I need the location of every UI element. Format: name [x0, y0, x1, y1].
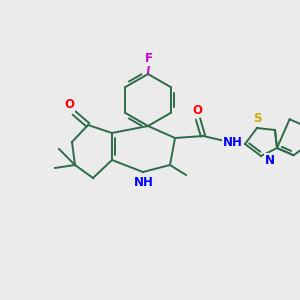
- Text: O: O: [192, 103, 202, 116]
- Text: NH: NH: [223, 136, 243, 149]
- Text: O: O: [64, 98, 74, 112]
- Text: F: F: [145, 52, 153, 65]
- Text: NH: NH: [134, 176, 154, 190]
- Text: S: S: [253, 112, 261, 125]
- Text: N: N: [265, 154, 275, 166]
